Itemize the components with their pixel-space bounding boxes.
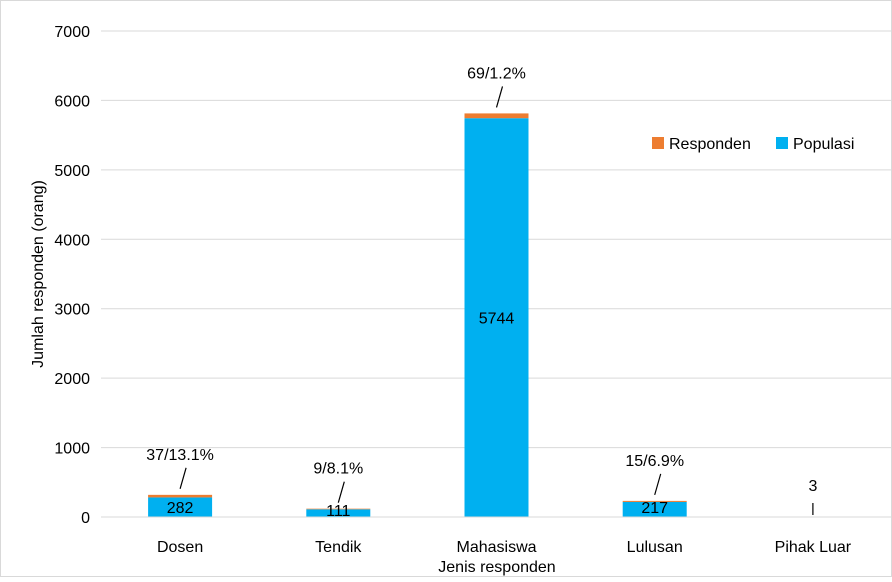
legend-label: Responden xyxy=(669,136,751,153)
y-tick-label: 0 xyxy=(81,510,90,527)
y-tick-label: 2000 xyxy=(54,371,90,388)
y-axis-title: Jumlah responden (orang) xyxy=(30,180,47,368)
data-label-populasi: 5744 xyxy=(479,311,515,328)
bar-responden xyxy=(148,495,212,498)
x-tick-label: Dosen xyxy=(157,539,203,556)
data-label-populasi: 217 xyxy=(641,500,668,517)
y-tick-label: 3000 xyxy=(54,302,90,319)
bar-responden xyxy=(465,113,529,118)
y-tick-label: 5000 xyxy=(54,163,90,180)
x-axis-title: Jenis responden xyxy=(438,559,555,576)
data-label-responden: 37/13.1% xyxy=(146,447,214,464)
legend-swatch xyxy=(776,137,788,149)
x-tick-label: Lulusan xyxy=(627,539,683,556)
data-label-populasi: 282 xyxy=(167,500,194,517)
x-tick-label: Pihak Luar xyxy=(775,539,852,556)
y-tick-label: 7000 xyxy=(54,24,90,41)
y-tick-label: 6000 xyxy=(54,93,90,110)
data-label-responden: 9/8.1% xyxy=(313,461,363,478)
y-tick-label: 4000 xyxy=(54,232,90,249)
x-tick-label: Tendik xyxy=(315,539,362,556)
data-label-responden: 69/1.2% xyxy=(467,65,526,82)
y-tick-label: 1000 xyxy=(54,441,90,458)
legend-label: Populasi xyxy=(793,136,854,153)
legend-swatch xyxy=(652,137,664,149)
data-label-populasi: 3 xyxy=(808,478,817,495)
x-tick-label: Mahasiswa xyxy=(456,539,536,556)
data-label-responden: 15/6.9% xyxy=(625,453,684,470)
